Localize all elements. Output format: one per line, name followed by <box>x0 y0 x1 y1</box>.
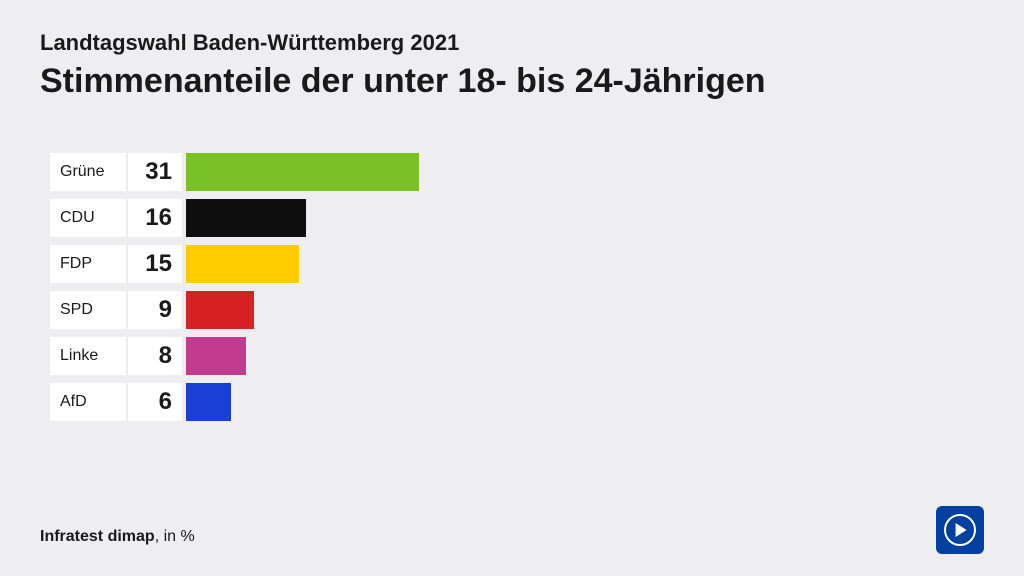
party-value: 15 <box>128 245 182 283</box>
party-label: CDU <box>50 199 126 237</box>
source-attribution: Infratest dimap, in % <box>40 528 195 546</box>
party-label: Grüne <box>50 153 126 191</box>
chart-title: Stimmenanteile der unter 18- bis 24-Jähr… <box>40 62 984 101</box>
chart-subtitle: Landtagswahl Baden-Württemberg 2021 <box>40 30 984 56</box>
party-label: Linke <box>50 337 126 375</box>
bar-row: AfD6 <box>50 381 984 423</box>
source-name: Infratest dimap <box>40 528 155 545</box>
logo-play-icon <box>956 523 967 537</box>
source-unit: , in % <box>155 528 195 545</box>
party-value: 6 <box>128 383 182 421</box>
bar-row: SPD9 <box>50 289 984 331</box>
bar-container <box>186 383 984 421</box>
bar-container <box>186 199 984 237</box>
party-value: 31 <box>128 153 182 191</box>
bar-row: Linke8 <box>50 335 984 377</box>
bar-row: Grüne31 <box>50 151 984 193</box>
bar-chart: Grüne31CDU16FDP15SPD9Linke8AfD6 <box>50 151 984 423</box>
bar-fill <box>186 245 299 283</box>
bar-row: FDP15 <box>50 243 984 285</box>
bar-fill <box>186 337 246 375</box>
broadcaster-logo <box>936 506 984 554</box>
bar-container <box>186 291 984 329</box>
bar-container <box>186 153 984 191</box>
bar-fill <box>186 291 254 329</box>
party-label: AfD <box>50 383 126 421</box>
bar-fill <box>186 199 306 237</box>
party-label: SPD <box>50 291 126 329</box>
party-value: 16 <box>128 199 182 237</box>
party-value: 8 <box>128 337 182 375</box>
bar-row: CDU16 <box>50 197 984 239</box>
bar-fill <box>186 153 419 191</box>
party-label: FDP <box>50 245 126 283</box>
bar-fill <box>186 383 231 421</box>
bar-container <box>186 337 984 375</box>
logo-circle-icon <box>944 514 976 546</box>
party-value: 9 <box>128 291 182 329</box>
bar-container <box>186 245 984 283</box>
